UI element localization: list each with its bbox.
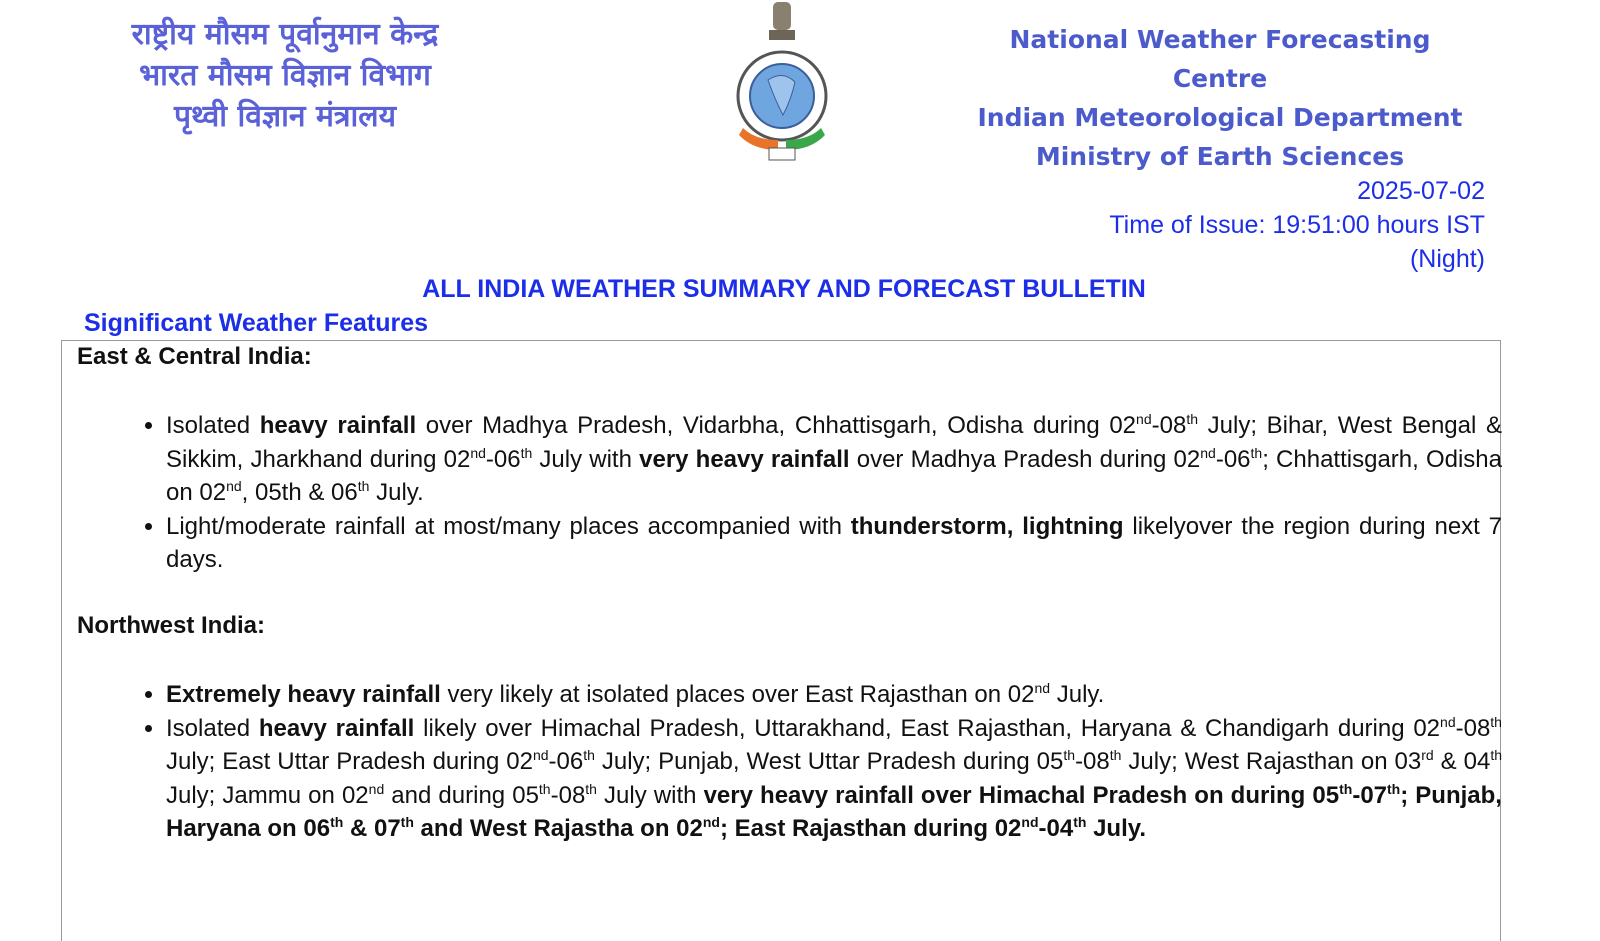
text-run: , 05th & 06 [241,479,358,506]
bold-text: Extremely heavy rainfall [166,681,441,708]
text-run: and during 05 [384,781,539,809]
bold-text: and West Rajastha on 02 [413,815,703,842]
ordinal-suffix: th [1339,780,1353,797]
text-run: -06 [485,445,521,473]
ordinal-suffix: th [1186,411,1198,427]
text-run: -08 [550,781,586,809]
bullet-list: Isolated heavy rainfall over Madhya Prad… [142,409,1502,577]
region-heading: Northwest India: [77,612,266,639]
ordinal-suffix: th [1073,814,1087,830]
ordinal-suffix: nd [1034,680,1051,696]
ordinal-suffix: nd [1440,713,1456,730]
bold-text: & 07 [343,815,401,842]
hindi-header: राष्ट्रीय मौसम पूर्वानुमान केन्द्र भारत … [80,14,490,137]
bullet-item: Extremely heavy rainfall very likely at … [166,678,1502,712]
ordinal-suffix: nd [702,814,720,830]
bold-text: -07 [1352,781,1388,809]
text-run: July. [369,479,424,506]
english-header: National Weather Forecasting Centre Indi… [960,20,1480,176]
ordinal-suffix: th [1490,713,1502,730]
bold-text: heavy rainfall [258,714,415,742]
text-run: July; Punjab, West Uttar Pradesh during … [594,748,1064,775]
section-title: Significant Weather Features [84,309,429,337]
ordinal-suffix: nd [1136,411,1152,427]
text-run: July. [1050,681,1105,708]
text-run: -06 [1215,445,1251,473]
ordinal-suffix: th [520,444,533,461]
text-run: -08 [1151,412,1187,439]
ordinal-suffix: th [1250,444,1263,461]
bulletin-title: ALL INDIA WEATHER SUMMARY AND FORECAST B… [422,275,1146,303]
ordinal-suffix: th [330,814,344,830]
hindi-line: पृथ्वी विज्ञान मंत्रालय [173,99,397,134]
ministry-name: Ministry of Earth Sciences [1035,142,1405,171]
ordinal-suffix: th [400,814,414,830]
imd-emblem-icon [733,0,831,165]
text-run: July; West Rajasthan on 03 [1121,748,1422,775]
text-run: over Madhya Pradesh during 02 [849,445,1201,473]
ordinal-suffix: rd [1421,747,1434,763]
region-heading: East & Central India: [77,343,312,370]
text-run: -08 [1075,748,1110,775]
text-run: -06 [548,748,584,775]
ordinal-suffix: nd [226,478,242,494]
ordinal-suffix: th [1490,747,1502,763]
bold-text: heavy rainfall [259,412,417,439]
bold-text: ; Punjab, Haryana on 06 [166,781,1502,843]
hindi-line: भारत मौसम विज्ञान विभाग [139,58,431,93]
ordinal-suffix: th [538,780,551,797]
issue-time: Time of Issue: 19:51:00 hours IST [1109,211,1485,239]
text-run: -08 [1455,714,1491,742]
bold-text: thunderstorm, lightning [850,512,1124,540]
ordinal-suffix: th [1063,747,1076,763]
hindi-line: राष्ट्रीय मौसम पूर्वानुमान केन्द्र [131,17,439,52]
bold-text: July. [1086,815,1146,842]
bold-text: ; East Rajasthan during 02 [719,815,1022,842]
bold-text: very heavy rainfall over Himachal Prades… [703,781,1340,809]
bullet-item: Light/moderate rainfall at most/many pla… [166,510,1502,577]
text-run: over Madhya Pradesh, Vidarbha, Chhattisg… [416,412,1137,439]
ordinal-suffix: th [357,478,370,494]
text-run: July with [596,781,704,809]
issue-period: (Night) [1409,245,1485,273]
text-run: ; Chhattisgarh, Odisha on 02 [166,445,1502,507]
text-run: & 04 [1433,748,1491,775]
ordinal-suffix: nd [470,444,486,461]
ordinal-suffix: th [583,747,595,763]
text-run: July with [532,445,640,473]
text-run: likelyover the region during next 7 days… [166,512,1503,574]
ordinal-suffix: nd [1021,814,1039,830]
issue-info: 2025-07-02 Time of Issue: 19:51:00 hours… [1109,174,1485,276]
bullet-item: Isolated heavy rainfall likely over Hima… [166,712,1502,846]
bullet-list: Extremely heavy rainfall very likely at … [142,678,1502,846]
ordinal-suffix: nd [368,780,385,797]
text-run: Isolated [166,412,260,439]
bullet-item: Isolated heavy rainfall over Madhya Prad… [166,409,1502,510]
text-run: Light/moderate rainfall at most/many pla… [166,512,851,540]
ordinal-suffix: nd [532,747,549,763]
issue-date: 2025-07-02 [1357,177,1485,205]
weather-features-box: East & Central India: Isolated heavy rai… [61,340,1502,941]
dept-name: Indian Meteorological Department [977,103,1463,132]
bold-text: very heavy rainfall [639,445,850,473]
text-run: July; Jammu on 02 [166,781,369,809]
ordinal-suffix: th [585,780,597,797]
org-name: National Weather Forecasting Centre [1009,25,1431,93]
text-run: July; Bihar, West Bengal & Sikkim, Jhark… [166,412,1502,473]
ordinal-suffix: th [1109,747,1122,763]
ordinal-suffix: nd [1200,444,1216,461]
text-run: Isolated [166,714,259,742]
text-run: very likely at isolated places over East… [440,681,1035,708]
ordinal-suffix: th [1387,780,1401,797]
text-run: likely over Himachal Pradesh, Uttarakhan… [414,714,1441,742]
text-run: July; East Uttar Pradesh during 02 [166,748,533,775]
bold-text: -04 [1038,815,1074,842]
